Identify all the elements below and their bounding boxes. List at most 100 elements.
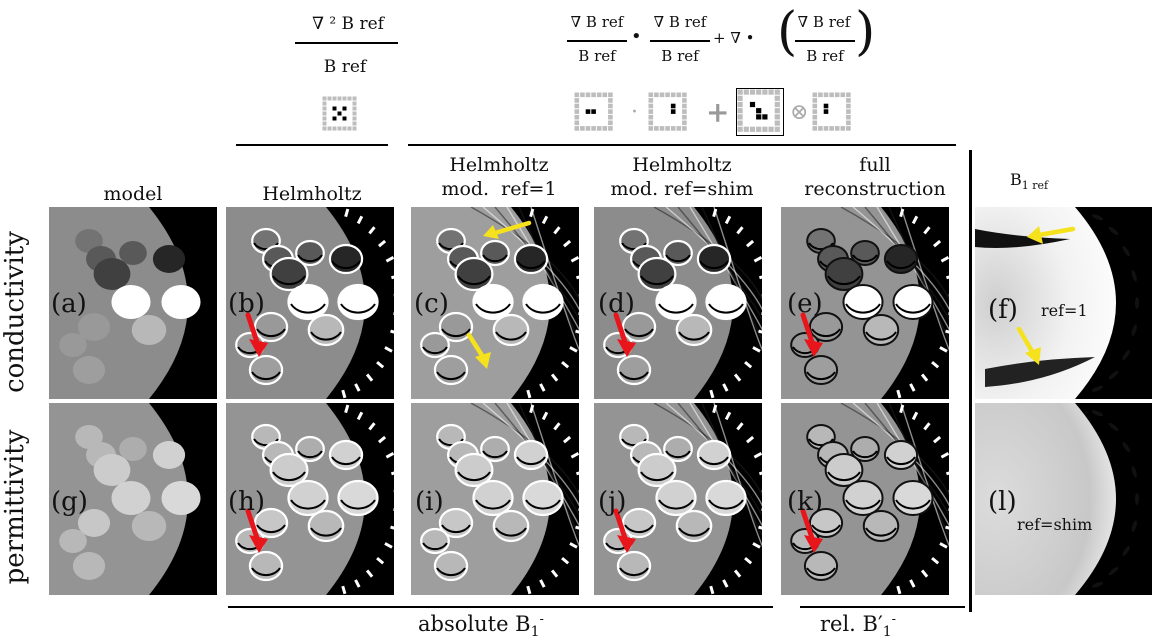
edge-speckle: [920, 569, 929, 578]
edge-speckle: [384, 346, 393, 353]
stencil-cell: [347, 111, 352, 116]
stencil-cell: [749, 126, 756, 132]
stencil-cell: [337, 116, 342, 121]
inclusion-edge: [699, 260, 729, 270]
stencil-cell: [665, 120, 670, 126]
edge-speckle: [712, 208, 718, 218]
stencil-cell: [749, 89, 756, 95]
mod-term2-den: B ref: [661, 47, 699, 65]
b1-edge-artifact: [1108, 226, 1119, 235]
stencil-cell: [585, 114, 591, 120]
stencil-cell: [749, 108, 756, 114]
mod-term2-bar: [650, 40, 710, 42]
stencil-cell: [737, 114, 743, 120]
stencil-cell: [818, 126, 823, 131]
panel-k: (k): [781, 403, 949, 595]
mod-term1-den: B ref: [578, 47, 616, 65]
inclusion: [705, 479, 747, 517]
edge-speckle: [940, 452, 949, 459]
inclusion-edge: [708, 499, 744, 510]
stencil-cell: [743, 126, 749, 132]
inclusion-edge: [516, 456, 546, 466]
inclusion-edge: [256, 524, 286, 534]
edge-speckle: [368, 422, 376, 431]
stencil-cell: [840, 98, 846, 103]
stencil-cell: [774, 95, 780, 101]
stencil-cell: [337, 96, 342, 101]
stencil-cell: [327, 106, 332, 111]
inclusion-edge: [806, 567, 836, 577]
b1-edge-artifact: [1091, 385, 1104, 392]
edge-speckle: [563, 435, 572, 444]
stencil-cell: [580, 114, 585, 120]
b1-edge-artifact: [1135, 297, 1139, 309]
mod-term3-num: ∇ B ref: [797, 13, 851, 31]
stencil-cell: [743, 120, 749, 126]
edge-speckle: [758, 329, 762, 335]
b1ref-symbol: B: [1010, 170, 1022, 189]
inclusion-edge: [256, 328, 286, 338]
stencil-cell: [608, 126, 613, 131]
stencil-cell: [648, 126, 654, 131]
stencil-cell: [676, 126, 682, 131]
stencil-cell: [818, 114, 823, 120]
b1-edge-artifact: [1108, 371, 1119, 380]
inclusion: [337, 479, 379, 517]
panel-c: (c): [411, 207, 579, 399]
stencil-cell: [580, 120, 585, 126]
inclusion: [77, 509, 111, 537]
stencil-cell: [602, 98, 608, 103]
stencil-cell: [749, 101, 756, 108]
b1-edge-artifact: [1108, 567, 1119, 576]
edge-speckle: [569, 542, 578, 549]
stencil-cell: [585, 98, 591, 103]
stencil-cell: [342, 116, 347, 121]
inclusion-edge: [525, 303, 561, 314]
stencil-cell: [774, 101, 780, 108]
stencil-cell: [676, 98, 682, 103]
inclusion: [93, 454, 131, 486]
stencil-cell: [737, 126, 743, 132]
edge-speckle: [354, 579, 361, 588]
stencil-cell: [342, 126, 347, 131]
edge-speckle: [746, 239, 755, 248]
stencil-cell: [332, 121, 337, 126]
inclusion-edge: [340, 499, 376, 510]
b1-edge-artifact: [1091, 214, 1104, 221]
inclusion: [77, 313, 111, 341]
stencil-cell: [322, 96, 327, 101]
edge-speckle: [390, 525, 394, 531]
stencil-cell: [829, 98, 834, 103]
inclusion-edge: [886, 456, 916, 466]
stencil-cell: [756, 108, 762, 114]
stencil-cell: [342, 101, 347, 106]
stencil-cell: [602, 103, 608, 109]
inclusion-edge: [441, 524, 471, 534]
inclusion-edge: [865, 527, 897, 537]
stencil-cell: [762, 95, 768, 101]
stencil-cell: [659, 126, 665, 131]
edge-speckle: [575, 525, 579, 531]
stencil-cell: [829, 120, 834, 126]
stencil-cell: [347, 126, 352, 131]
edge-speckle: [911, 411, 919, 421]
stencil-cell: [574, 98, 580, 103]
edge-speckle: [712, 404, 718, 414]
stencil-cell: [812, 103, 818, 109]
panel-j: (j): [594, 403, 762, 595]
stencil-cell: [574, 114, 580, 120]
edge-speckle: [539, 579, 546, 588]
col-header-ref1-line2: mod. ref=1: [441, 178, 557, 200]
panel-g-image: [49, 403, 217, 595]
inclusion-edge: [865, 331, 897, 341]
stencil-cell: [743, 95, 749, 101]
stencil-cell: [332, 111, 337, 116]
inclusion-edge: [806, 371, 836, 381]
stencil-cell: [585, 120, 591, 126]
stencil-cell: [602, 126, 608, 131]
gradient-stencil-3-graphic: [812, 92, 851, 131]
stencil-cell: [574, 120, 580, 126]
stencil-cell: [332, 126, 337, 131]
inclusion: [59, 333, 87, 357]
edge-speckle: [553, 422, 561, 431]
